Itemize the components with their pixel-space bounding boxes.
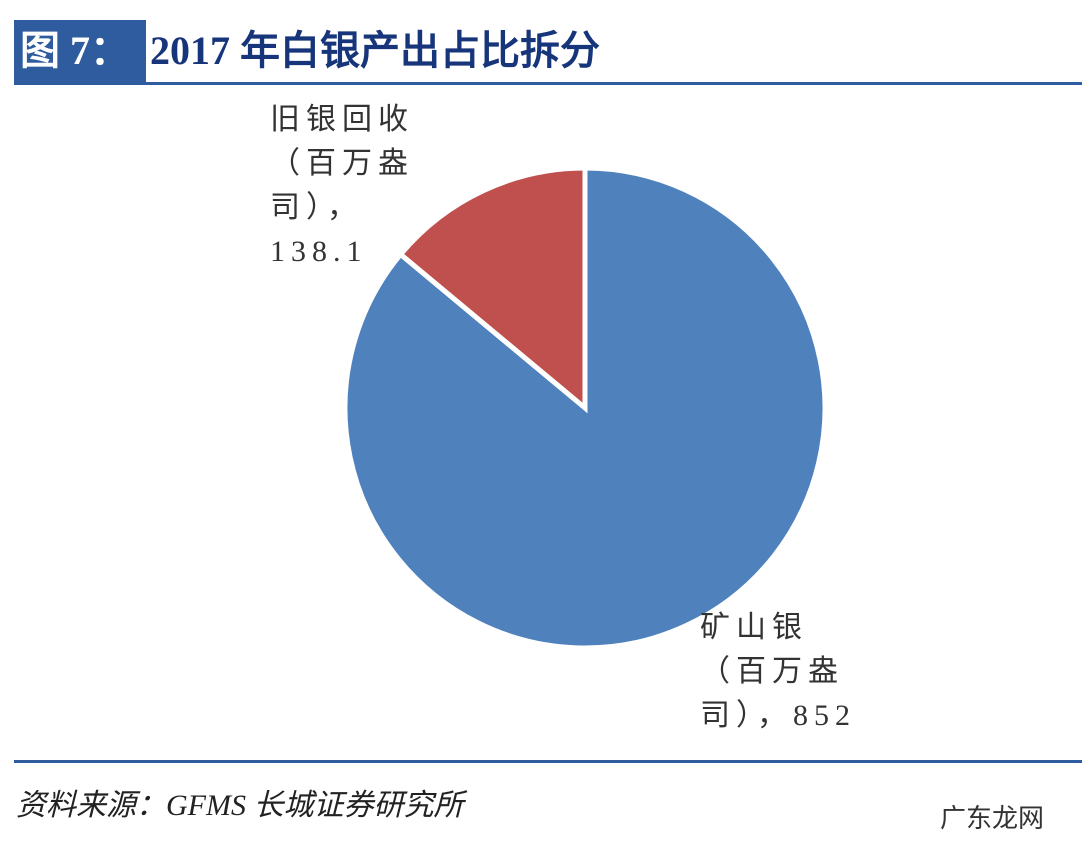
value-label: 852 (793, 699, 856, 732)
pie-slice (397, 165, 588, 414)
watermark: 广东龙网 (940, 804, 1045, 834)
label-separator: ， (327, 191, 363, 224)
source: 资料来源：GFMS 长城证券研究所 (16, 789, 464, 822)
label-separator: ， (757, 699, 793, 732)
category-label: 矿山银（百万盎司） (700, 611, 844, 732)
rule (14, 760, 1082, 763)
rule (14, 82, 1082, 85)
figure-label: 图 7： (14, 20, 146, 82)
pie-slice (342, 165, 828, 651)
category-label: 旧银回收（百万盎司） (270, 103, 414, 224)
chart-title: 2017 年白银产出占比拆分 (150, 28, 600, 73)
data-label: 矿山银（百万盎司），852 (700, 606, 858, 738)
value-label: 138.1 (270, 235, 368, 268)
data-label: 旧银回收（百万盎司）， 138.1 (270, 98, 428, 274)
